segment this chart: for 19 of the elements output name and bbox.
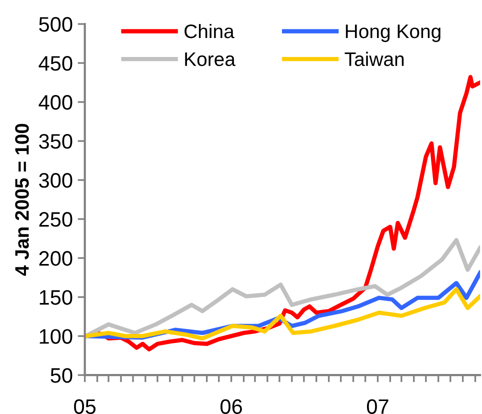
legend-label: Taiwan [344,52,404,66]
y-tick-label: 250 [39,212,72,227]
y-tick-label: 400 [38,95,72,110]
y-tick-label: 500 [39,17,72,32]
y-tick-label: 50 [50,368,72,383]
y-tick-label: 150 [40,290,72,305]
legend-label: China [184,24,234,38]
x-tick-label: 05 [74,399,96,414]
y-tick-label: 450 [38,56,72,71]
y-tick-label: 100 [40,329,72,344]
legend-label: Korea [185,52,236,66]
y-tick-label: 200 [39,251,72,266]
x-tick-label: 07 [366,399,388,414]
y-tick-label: 350 [39,134,72,149]
y-tick-label: 300 [39,173,72,188]
legend-label: Hong Kong [346,24,440,42]
x-tick-label: 06 [220,399,242,414]
line-series [84,287,480,340]
y-axis-title: 4 Jan 2005 = 100 [15,124,29,276]
